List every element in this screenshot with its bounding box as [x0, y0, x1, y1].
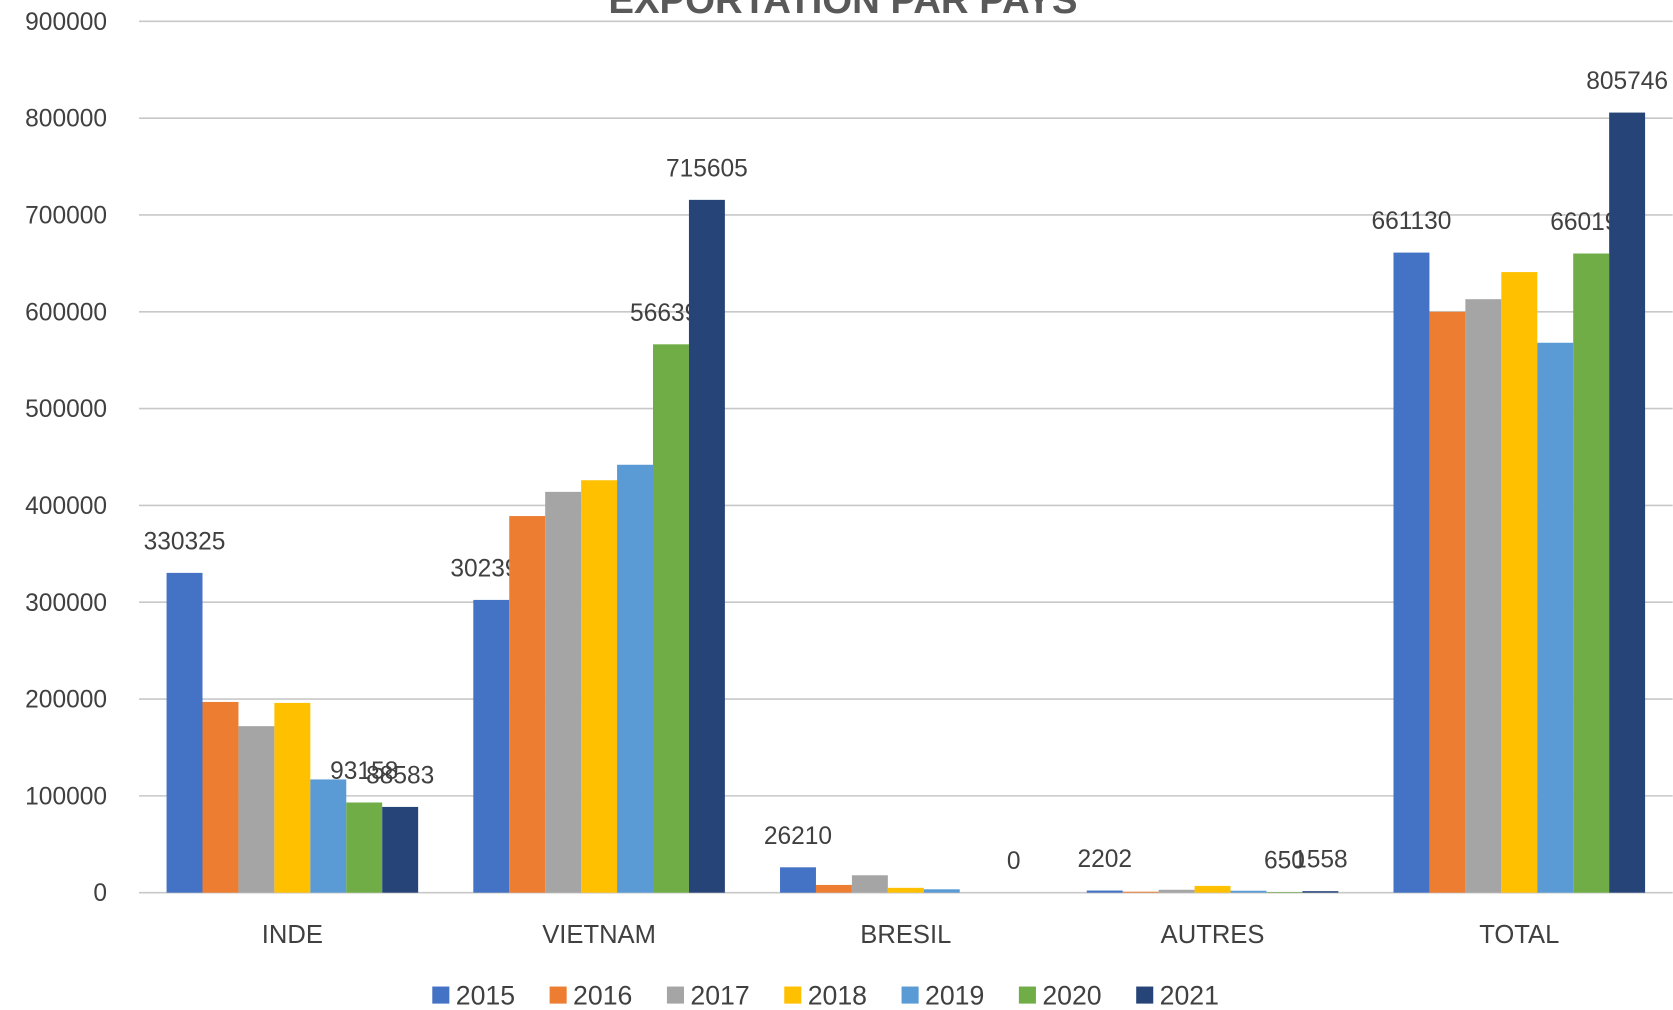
y-tick-label: 600000 — [25, 299, 107, 326]
bar — [1609, 112, 1646, 893]
bar — [1465, 299, 1502, 893]
bar — [887, 887, 924, 893]
bar — [473, 599, 510, 893]
y-tick-label: 800000 — [25, 106, 107, 133]
data-label: 0 — [1007, 848, 1021, 875]
bar — [202, 701, 239, 893]
data-label: 330325 — [144, 528, 226, 555]
bar — [1393, 252, 1430, 893]
bar — [617, 464, 654, 893]
legend-label: 2017 — [690, 981, 749, 1010]
y-tick-label: 100000 — [25, 783, 107, 810]
x-tick-label: INDE — [262, 921, 323, 949]
legend-label: 2021 — [1160, 981, 1219, 1010]
bar — [1086, 890, 1123, 893]
legend-swatch — [432, 986, 450, 1004]
data-label: 2202 — [1077, 846, 1132, 873]
x-tick-label: VIETNAM — [542, 921, 656, 949]
bar — [1158, 889, 1195, 893]
data-label: 93158 — [330, 758, 398, 785]
legend-swatch — [549, 986, 567, 1004]
bar — [1194, 885, 1231, 893]
bar — [1501, 272, 1538, 893]
bar — [310, 779, 347, 893]
bar — [545, 491, 582, 893]
bar — [509, 516, 546, 893]
legend-label: 2015 — [456, 981, 515, 1010]
x-tick-label: AUTRES — [1161, 921, 1265, 949]
legend-swatch — [784, 986, 802, 1004]
bar — [688, 199, 725, 893]
bar — [1429, 311, 1466, 893]
data-label: 1558 — [1293, 847, 1348, 874]
legend-swatch — [1136, 986, 1154, 1004]
legend-label: 2016 — [573, 981, 632, 1010]
y-tick-label: 700000 — [25, 202, 107, 229]
bar — [581, 480, 618, 893]
y-tick-label: 900000 — [25, 9, 107, 36]
y-tick-label: 200000 — [25, 687, 107, 714]
bar — [1266, 892, 1303, 893]
bar — [346, 802, 383, 893]
data-label: 26210 — [764, 823, 832, 850]
x-tick-label: BRESIL — [860, 921, 951, 949]
data-label: 661130 — [1371, 208, 1451, 235]
bar — [274, 702, 311, 893]
y-tick-label: 0 — [93, 880, 107, 907]
y-tick-label: 300000 — [25, 590, 107, 617]
bar — [851, 875, 888, 893]
bar — [815, 884, 852, 893]
legend-swatch — [901, 986, 919, 1004]
bar — [1573, 253, 1610, 893]
data-label: 88583 — [366, 762, 434, 789]
y-tick-label: 400000 — [25, 493, 107, 520]
legend-label: 2019 — [925, 981, 984, 1010]
bar — [382, 806, 419, 893]
bar — [238, 726, 275, 893]
bar — [1122, 891, 1159, 893]
data-label: 805746 — [1586, 68, 1668, 95]
bar — [780, 867, 816, 893]
legend-swatch — [666, 986, 684, 1004]
legend-label: 2018 — [808, 981, 867, 1010]
x-tick-label: TOTAL — [1479, 921, 1559, 949]
bar — [1302, 891, 1339, 893]
data-label: 715605 — [666, 155, 748, 182]
bar — [923, 889, 960, 893]
y-tick-label: 500000 — [25, 396, 107, 423]
bar — [1230, 890, 1267, 893]
chart-title: EXPORTATION PAR PAYS — [608, 0, 1077, 22]
legend-swatch — [1018, 986, 1036, 1004]
bar — [166, 572, 203, 893]
bar — [1537, 342, 1574, 893]
legend-label: 2020 — [1042, 981, 1101, 1010]
data-label: 650 — [1264, 848, 1305, 875]
bar — [653, 344, 689, 893]
